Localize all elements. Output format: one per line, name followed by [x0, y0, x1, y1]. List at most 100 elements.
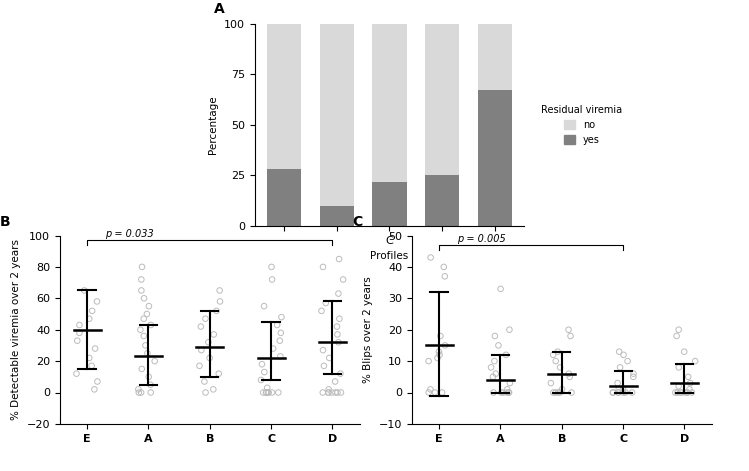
Point — [622, 357, 634, 365]
Text: C: C — [352, 215, 363, 229]
Point — [149, 357, 161, 365]
Point — [138, 294, 150, 302]
Point — [274, 353, 286, 360]
Point — [670, 332, 682, 340]
Bar — [425, 175, 459, 226]
Point — [503, 389, 515, 396]
Point — [436, 389, 448, 396]
Point — [204, 354, 216, 362]
Point — [607, 389, 619, 396]
Point — [689, 357, 701, 365]
Point — [550, 389, 562, 396]
Point — [199, 389, 211, 396]
Point — [613, 348, 625, 356]
Point — [331, 323, 343, 330]
Point — [271, 321, 283, 329]
Point — [199, 315, 211, 323]
Point — [318, 362, 330, 370]
Point — [672, 389, 684, 396]
Point — [488, 389, 500, 396]
Point — [612, 389, 624, 396]
Point — [262, 389, 274, 396]
Point — [333, 339, 345, 346]
Point — [556, 386, 568, 393]
Point — [255, 376, 267, 384]
Point — [425, 254, 437, 261]
Point — [548, 389, 560, 396]
Point — [136, 276, 148, 283]
Point — [564, 373, 576, 381]
Point — [431, 354, 443, 362]
Bar — [372, 24, 407, 181]
Point — [135, 389, 147, 396]
Point — [323, 389, 335, 396]
Point — [73, 329, 85, 337]
Point — [565, 332, 577, 340]
Point — [317, 346, 329, 354]
Point — [682, 373, 694, 381]
Text: p = 0.005: p = 0.005 — [458, 234, 506, 244]
Point — [503, 326, 515, 333]
Point — [552, 348, 564, 356]
Point — [488, 357, 500, 365]
Point — [260, 389, 272, 396]
Point — [679, 389, 691, 396]
Point — [332, 331, 344, 338]
Point — [548, 351, 560, 358]
Point — [138, 315, 150, 323]
Point — [91, 298, 103, 305]
Point — [550, 357, 562, 365]
Point — [266, 276, 278, 283]
Point — [685, 379, 697, 387]
Point — [503, 389, 515, 396]
Point — [136, 365, 148, 373]
Point — [141, 310, 153, 318]
Point — [497, 389, 509, 396]
Point — [434, 332, 446, 340]
Point — [260, 389, 272, 396]
Point — [195, 323, 207, 330]
Legend: no, yes: no, yes — [537, 101, 626, 148]
Point — [276, 313, 288, 321]
Point — [422, 389, 434, 396]
Point — [267, 345, 279, 352]
Point — [489, 332, 501, 340]
Point — [425, 386, 437, 393]
Bar — [320, 206, 354, 226]
Point — [207, 386, 219, 393]
Point — [143, 302, 155, 310]
Point — [554, 364, 566, 371]
Point — [617, 351, 629, 358]
Point — [673, 364, 685, 371]
Point — [70, 370, 82, 377]
Text: B: B — [0, 215, 10, 229]
Point — [195, 346, 207, 354]
Bar — [320, 24, 354, 206]
Point — [501, 389, 513, 396]
Point — [500, 351, 512, 358]
Point — [335, 389, 347, 396]
Point — [86, 307, 98, 315]
Point — [258, 302, 270, 310]
Point — [501, 386, 513, 393]
Bar — [372, 181, 407, 226]
Point — [333, 290, 345, 297]
Point — [626, 389, 638, 396]
Point — [545, 379, 557, 387]
Point — [258, 368, 270, 376]
Point — [71, 337, 83, 344]
Point — [678, 348, 690, 356]
Point — [565, 389, 577, 396]
Point — [333, 315, 345, 323]
Point — [142, 349, 154, 357]
Point — [207, 331, 219, 338]
Y-axis label: % Blips over 2 years: % Blips over 2 years — [363, 276, 373, 383]
Point — [134, 326, 146, 333]
Point — [136, 263, 148, 271]
Point — [504, 379, 516, 387]
Point — [266, 389, 278, 396]
Point — [315, 307, 327, 315]
Point — [265, 263, 277, 271]
Point — [322, 389, 334, 396]
Point — [274, 337, 286, 344]
